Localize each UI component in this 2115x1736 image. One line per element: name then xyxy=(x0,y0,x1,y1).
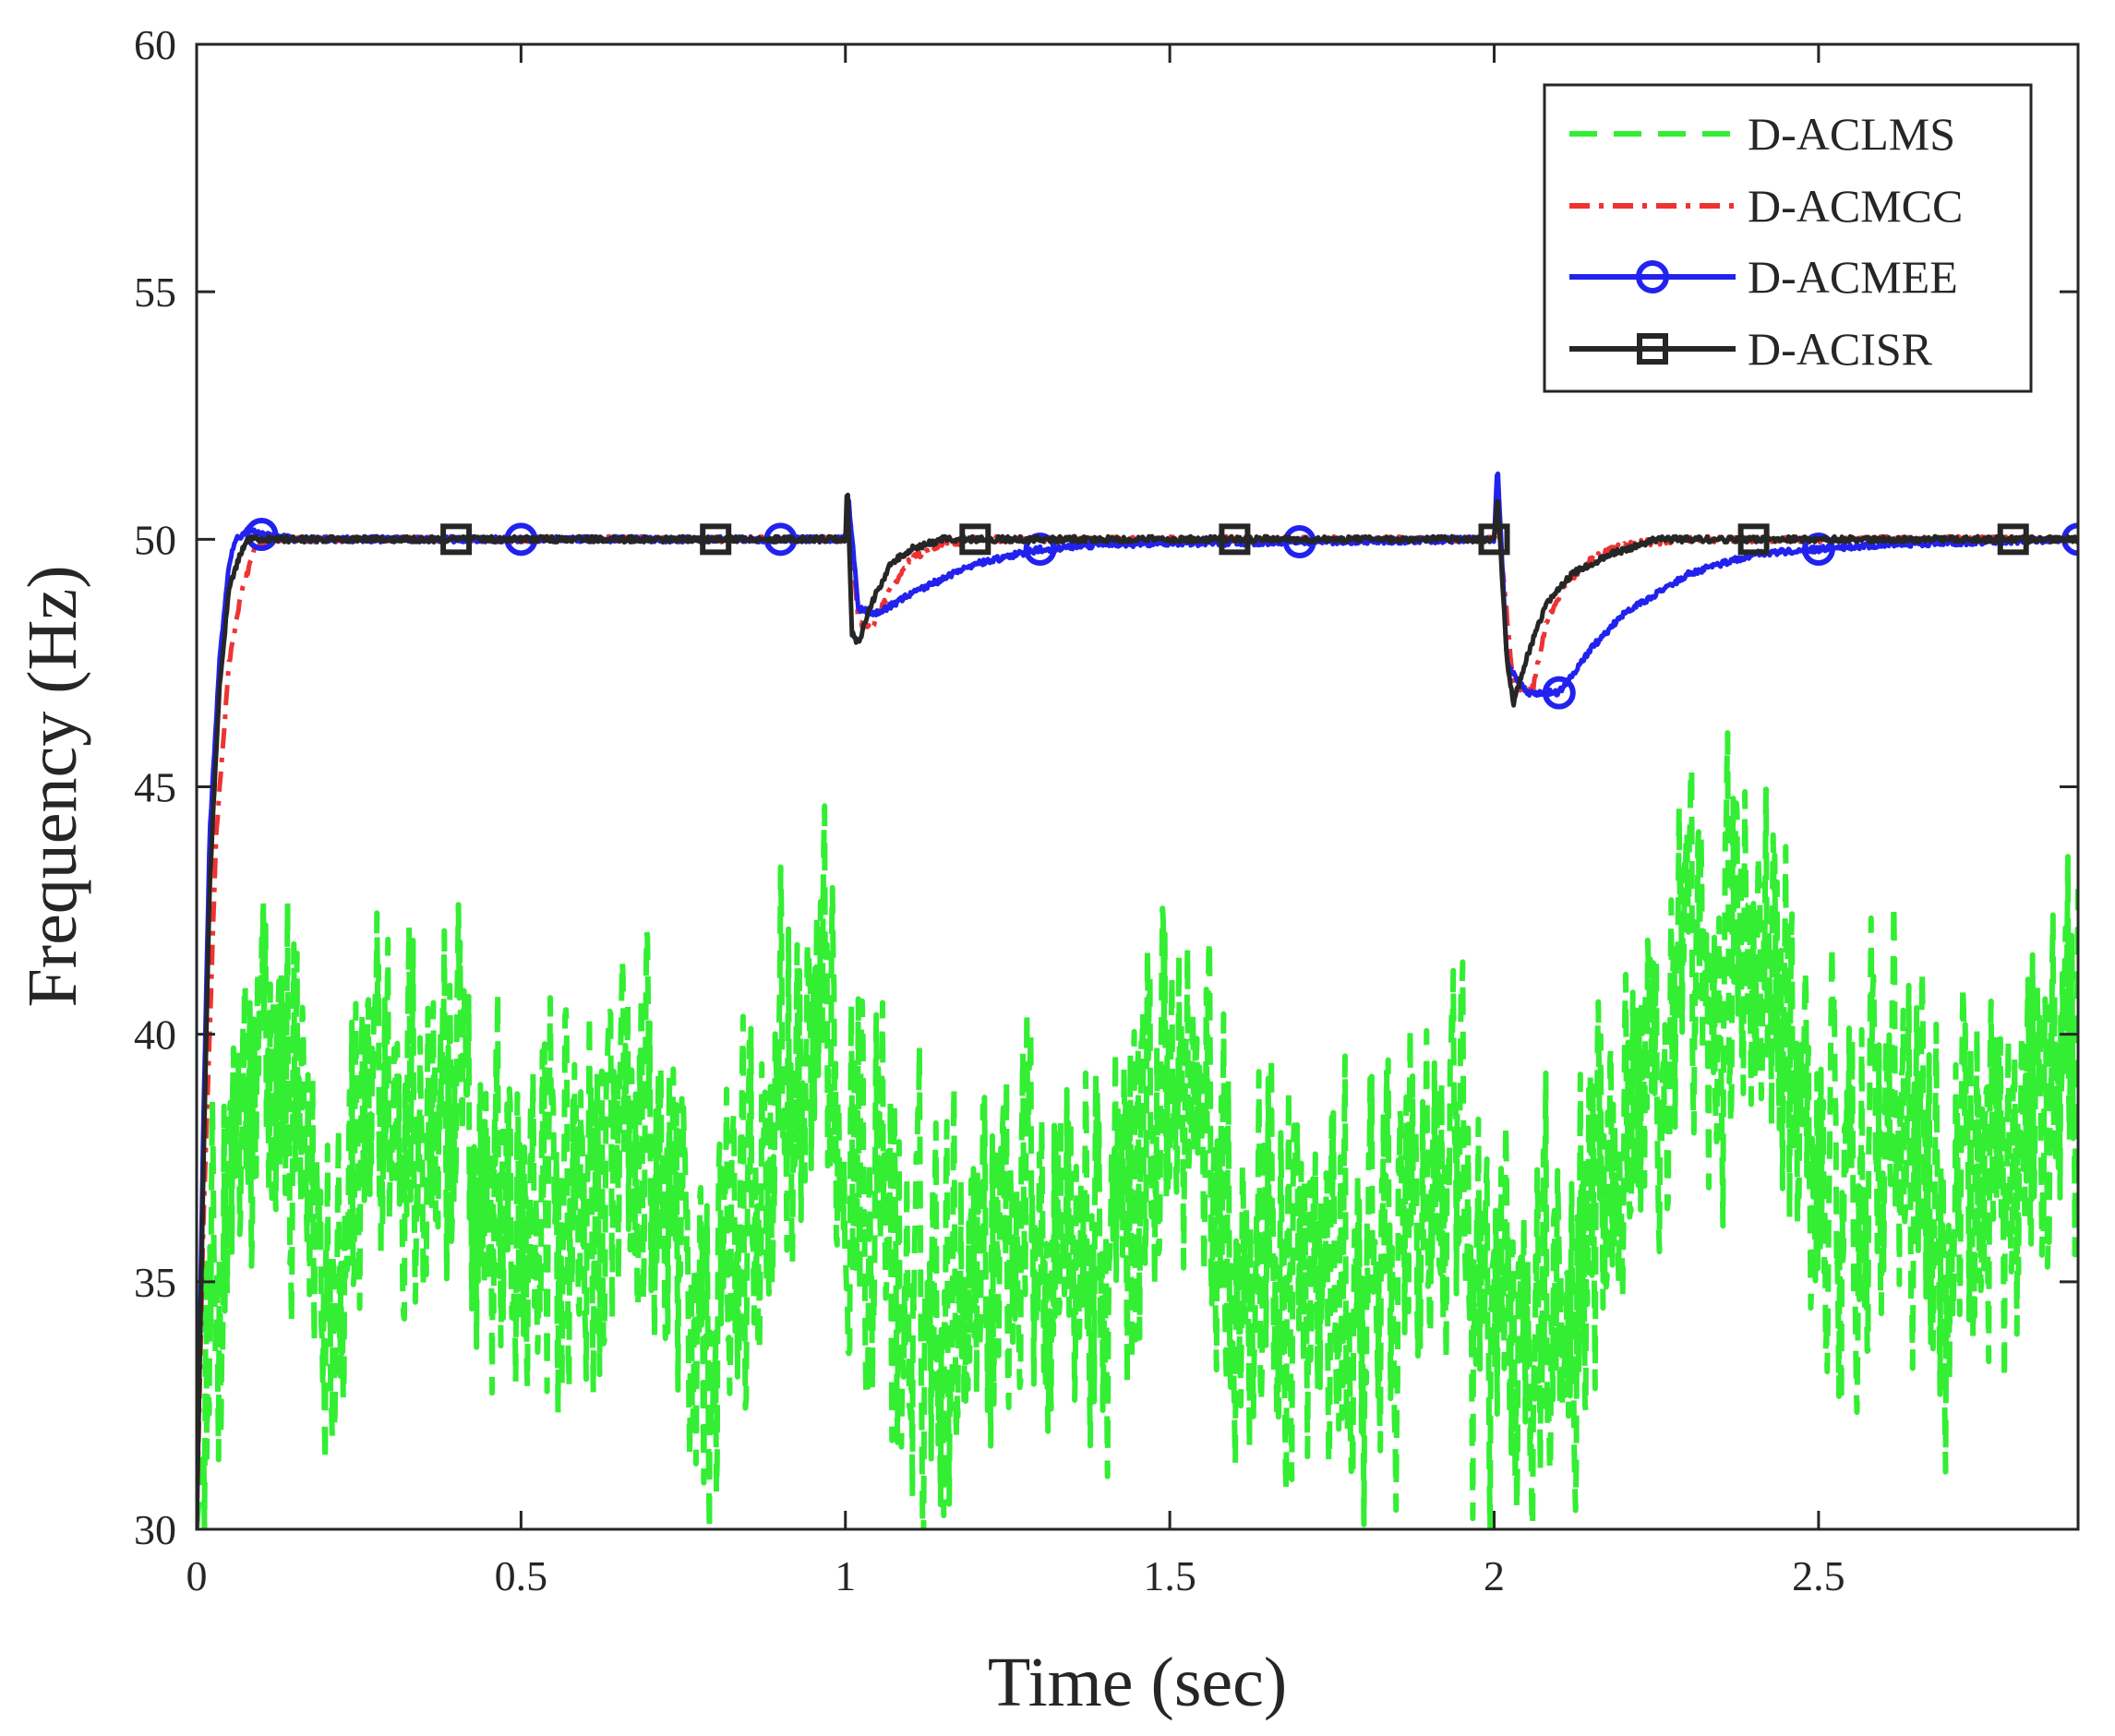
legend-label: D-ACMCC xyxy=(1748,180,1963,232)
x-axis-label: Time (sec) xyxy=(988,1644,1287,1721)
y-axis-label: Frequency (Hz) xyxy=(14,565,91,1007)
x-tick-label: 2 xyxy=(1484,1552,1505,1599)
series-marker-circle xyxy=(1023,533,1057,567)
legend-marker-square xyxy=(1637,333,1668,365)
x-tick-label: 1 xyxy=(835,1552,856,1599)
y-tick-label: 45 xyxy=(134,764,176,811)
legend-label: D-ACMEE xyxy=(1748,251,1958,303)
legend-item-d-aclms: D-ACLMS xyxy=(1569,108,1955,160)
series-marker-square xyxy=(1478,523,1510,556)
series-line xyxy=(197,730,2078,1529)
y-tick-label: 40 xyxy=(134,1012,176,1059)
series-marker-circle xyxy=(1542,676,1576,710)
legend-marker-circle xyxy=(1636,260,1669,293)
series-marker-circle xyxy=(245,517,279,551)
series-layer xyxy=(197,471,2078,1529)
legend-items: D-ACLMS D-ACMCC D-ACMEE D-ACISR xyxy=(1569,108,1963,375)
legend-item-d-acmcc: D-ACMCC xyxy=(1569,180,1963,232)
y-tick-label: 30 xyxy=(134,1506,176,1553)
legend: D-ACLMS D-ACMCC D-ACMEE D-ACISR xyxy=(1543,83,2033,393)
series-marker-square xyxy=(1219,523,1251,556)
y-tick-label: 35 xyxy=(134,1259,176,1306)
y-tick-label: 60 xyxy=(134,21,176,68)
y-tick-label: 50 xyxy=(134,516,176,563)
series-marker-circle xyxy=(1801,533,1835,567)
legend-item-d-acmee: D-ACMEE xyxy=(1569,251,1958,303)
legend-item-d-acisr: D-ACISR xyxy=(1569,323,1933,375)
series-d-aclms xyxy=(197,730,2078,1529)
series-marker-square xyxy=(700,523,732,556)
legend-label: D-ACISR xyxy=(1748,323,1933,375)
tick-layer: 0 0.5 1 1.5 2 2.5 30 35 40 45 50 55 60 xyxy=(134,21,2078,1599)
series-marker-square xyxy=(440,523,473,556)
x-tick-label: 0.5 xyxy=(495,1552,548,1599)
series-d-acisr xyxy=(197,492,2078,1528)
series-marker-square xyxy=(1737,523,1770,556)
y-tick-label: 55 xyxy=(134,269,176,316)
series-marker-square xyxy=(959,523,991,556)
x-tick-label: 0 xyxy=(186,1552,208,1599)
x-tick-label: 2.5 xyxy=(1792,1552,1845,1599)
legend-label: D-ACLMS xyxy=(1748,108,1955,160)
x-tick-label: 1.5 xyxy=(1143,1552,1196,1599)
series-marker-square xyxy=(1997,523,2029,556)
